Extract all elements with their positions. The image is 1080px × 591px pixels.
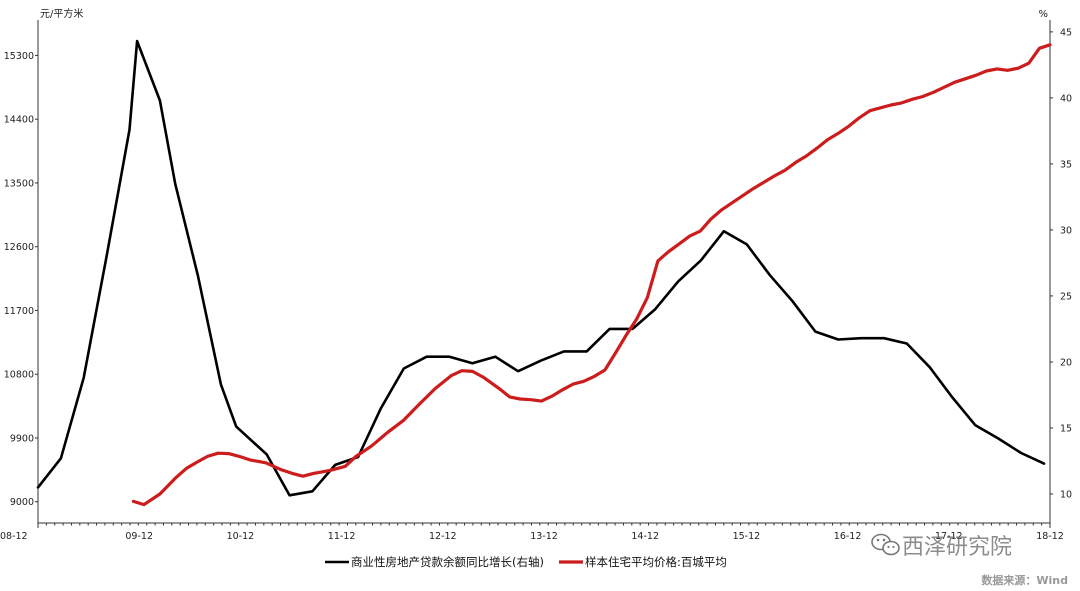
- x-tick-label: 15-12: [733, 531, 761, 542]
- series-layer: [36, 39, 1052, 507]
- x-tick-label: 08-12: [0, 531, 28, 542]
- x-tick-label: 17-12: [935, 531, 963, 542]
- watermark: 西泽研究院: [871, 533, 1012, 560]
- right-tick-label: 45: [1060, 27, 1072, 38]
- left-tick-label: 12600: [4, 242, 34, 253]
- series-house-price-line: [131, 43, 1052, 507]
- left-tick-label: 13500: [4, 178, 34, 189]
- labels-layer: 元/平方米 % 9000 9900 10800 11700 12600 13500 14400 1…: [0, 7, 1072, 542]
- right-tick-label: 35: [1060, 159, 1072, 170]
- right-tick-label: 30: [1060, 225, 1072, 236]
- legend: 商业性房地产贷款余额同比增长(右轴) 样本住宅平均价格:百城平均: [325, 555, 727, 569]
- right-axis-unit: %: [1038, 9, 1048, 20]
- x-tick-label: 16-12: [834, 531, 862, 542]
- x-tick-label: 13-12: [530, 531, 558, 542]
- left-tick-label: 9000: [10, 497, 34, 508]
- x-tick-label: 11-12: [328, 531, 356, 542]
- left-tick-label: 15300: [4, 51, 34, 62]
- x-tick-label: 10-12: [227, 531, 255, 542]
- left-tick-label: 9900: [10, 433, 34, 444]
- right-tick-label: 20: [1060, 357, 1072, 368]
- x-tick-label: 12-12: [429, 531, 457, 542]
- right-tick-label: 10: [1060, 489, 1072, 500]
- wechat-icon: [871, 533, 900, 556]
- watermark-text: 西泽研究院: [902, 535, 1012, 560]
- x-tick-label: 18-12: [1036, 531, 1064, 542]
- left-tick-label: 14400: [4, 115, 34, 126]
- source-text: 数据来源：Wind: [981, 573, 1068, 587]
- x-tick-label: 14-12: [631, 531, 659, 542]
- series-loan-growth-line: [36, 39, 1046, 497]
- chart-axes: [35, 20, 1053, 528]
- left-axis-unit: 元/平方米: [40, 7, 83, 20]
- right-tick-label: 25: [1060, 291, 1072, 302]
- legend-label-house-price: 样本住宅平均价格:百城平均: [585, 555, 727, 569]
- left-tick-label: 10800: [4, 370, 34, 381]
- x-tick-label: 09-12: [125, 531, 153, 542]
- right-tick-label: 15: [1060, 423, 1072, 434]
- right-tick-label: 40: [1060, 93, 1072, 104]
- legend-label-loan-growth: 商业性房地产贷款余额同比增长(右轴): [351, 555, 544, 569]
- left-tick-label: 11700: [4, 306, 34, 317]
